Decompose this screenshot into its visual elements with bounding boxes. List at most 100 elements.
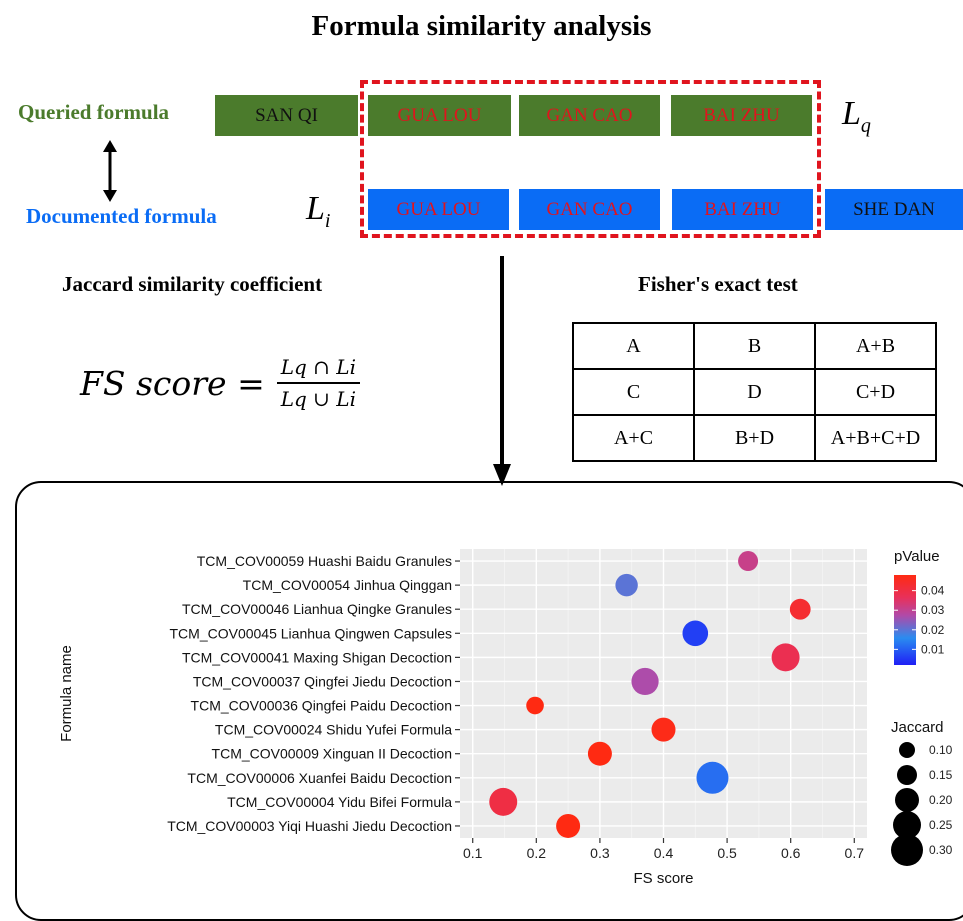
jaccard-legend-dot [895, 788, 919, 812]
queried-herb-label: GAN CAO [546, 104, 633, 126]
documented-herb-label: GAN CAO [546, 198, 633, 220]
fisher-contingency-table: A B A+B C D C+D A+C B+D A+B+C+D [572, 322, 937, 462]
y-tick-label: TCM_COV00041 Maxing Shigan Decoction [182, 649, 452, 665]
y-tick-label: TCM_COV00009 Xinguan II Decoction [212, 746, 452, 762]
li-base: L [306, 190, 325, 227]
data-point [587, 741, 612, 766]
data-point [738, 551, 759, 572]
y-tick-label: TCM_COV00024 Shidu Yufei Formula [215, 722, 452, 738]
jaccard-legend-dot [899, 742, 915, 758]
overlap-dashed-box [360, 80, 821, 238]
fs-formula-numerator: Lq ∩ Li [280, 355, 356, 379]
fs-score-formula: FS score = Lq ∩ Li Lq ∪ Li [80, 355, 360, 411]
fisher-heading: Fisher's exact test [638, 272, 798, 296]
y-tick-label: TCM_COV00003 Yiqi Huashi Jiedu Decoction [167, 818, 452, 834]
jaccard-legend-dot [893, 811, 921, 839]
queried-herb-bai-zhu: BAI ZHU [671, 95, 812, 136]
queried-formula-label: Queried formula [18, 100, 170, 124]
table-cell: A+B [814, 322, 937, 370]
data-point [615, 573, 638, 597]
data-point [789, 598, 811, 620]
x-tick-label: 0.2 [527, 845, 547, 861]
x-tick-label: 0.3 [590, 845, 610, 861]
table-cell: D [693, 368, 816, 416]
jaccard-legend-label: 0.20 [929, 793, 953, 807]
jaccard-legend-label: 0.15 [929, 768, 953, 782]
fs-formula-fraction: Lq ∩ Li Lq ∪ Li [276, 355, 360, 411]
queried-herb-label: BAI ZHU [703, 104, 780, 126]
queried-herb-label: GUA LOU [397, 104, 482, 126]
x-tick-label: 0.5 [717, 845, 737, 861]
y-tick-label: TCM_COV00059 Huashi Baidu Granules [197, 553, 452, 569]
documented-herb-gua-lou: GUA LOU [368, 189, 509, 230]
x-tick-label: 0.1 [463, 845, 483, 861]
x-tick-label: 0.7 [845, 845, 865, 861]
pvalue-tick-label: 0.03 [921, 603, 945, 617]
y-tick-label: TCM_COV00054 Jinhua Qinggan [243, 577, 452, 593]
y-tick-label: TCM_COV00006 Xuanfei Baidu Decoction [187, 770, 452, 786]
y-tick-label: TCM_COV00036 Qingfei Paidu Decoction [191, 698, 452, 714]
lq-label: Lq [842, 95, 871, 138]
data-point [526, 696, 544, 715]
jaccard-legend-label: 0.30 [929, 843, 953, 857]
documented-herb-label: GUA LOU [396, 198, 481, 220]
table-cell: C+D [814, 368, 937, 416]
figure-title: Formula similarity analysis [311, 10, 652, 42]
table-cell: B+D [693, 414, 816, 462]
pvalue-tick-label: 0.04 [921, 584, 945, 598]
pvalue-tick-label: 0.01 [921, 642, 945, 656]
data-point [696, 761, 729, 794]
data-point [489, 787, 518, 816]
table-row: A+C B+D A+B+C+D [572, 414, 937, 462]
data-point [631, 667, 659, 696]
documented-herb-gan-cao: GAN CAO [519, 189, 660, 230]
data-point [556, 813, 581, 838]
jaccard-legend-dot [897, 765, 917, 785]
table-cell: A [572, 322, 695, 370]
x-axis-title: FS score [633, 870, 693, 887]
x-tick-label: 0.6 [781, 845, 801, 861]
jaccard-heading: Jaccard similarity coefficient [62, 272, 323, 296]
y-axis-title: Formula name [58, 645, 75, 742]
y-tick-label: TCM_COV00037 Qingfei Jiedu Decoction [193, 673, 452, 689]
table-row: C D C+D [572, 368, 937, 416]
fs-formula-denominator: Lq ∪ Li [280, 387, 356, 411]
data-point [682, 620, 709, 647]
jaccard-legend-title: Jaccard [891, 719, 944, 736]
pvalue-colorbar [894, 575, 916, 665]
y-tick-label: TCM_COV00045 Lianhua Qingwen Capsules [170, 625, 453, 641]
lq-sub: q [860, 114, 871, 137]
data-point [771, 643, 800, 672]
data-point [651, 717, 676, 742]
li-sub: i [324, 209, 331, 232]
down-arrow-icon [493, 256, 511, 486]
queried-herb-label: SAN QI [255, 104, 318, 126]
queried-herb-gua-lou: GUA LOU [368, 95, 511, 136]
jaccard-legend-label: 0.10 [929, 743, 953, 757]
y-tick-label: TCM_COV00046 Lianhua Qingke Granules [182, 601, 452, 617]
jaccard-legend-dot [891, 834, 923, 866]
table-cell: C [572, 368, 695, 416]
table-row: A B A+B [572, 322, 937, 370]
documented-herb-label: SHE DAN [853, 198, 935, 220]
table-cell: B [693, 322, 816, 370]
documented-formula-label: Documented formula [26, 204, 217, 228]
fs-formula-bar [276, 382, 360, 384]
queried-herb-san-qi: SAN QI [215, 95, 358, 136]
documented-herb-she-dan: SHE DAN [825, 189, 963, 230]
queried-herb-gan-cao: GAN CAO [519, 95, 660, 136]
li-label: Li [306, 190, 330, 233]
pvalue-tick-label: 0.02 [921, 623, 945, 637]
x-tick-label: 0.4 [654, 845, 674, 861]
pvalue-legend-title: pValue [894, 548, 940, 565]
table-cell: A+B+C+D [814, 414, 937, 462]
fs-formula-lhs: FS score = [80, 363, 265, 403]
y-tick-label: TCM_COV00004 Yidu Bifei Formula [227, 794, 452, 810]
documented-herb-bai-zhu: BAI ZHU [672, 189, 813, 230]
lq-base: L [842, 95, 861, 132]
jaccard-legend-label: 0.25 [929, 818, 953, 832]
table-cell: A+C [572, 414, 695, 462]
documented-herb-label: BAI ZHU [704, 198, 781, 220]
double-arrow-icon [103, 140, 117, 202]
